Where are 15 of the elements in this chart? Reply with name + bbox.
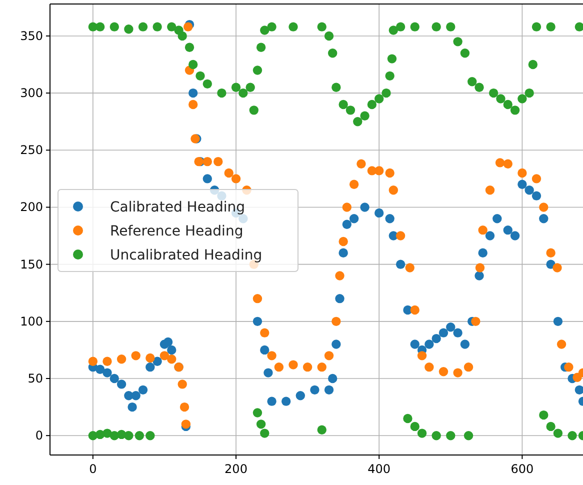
- x-tick-label: 600: [510, 462, 534, 476]
- y-tick-label: 0: [35, 428, 43, 443]
- legend-label: Uncalibrated Heading: [110, 248, 262, 264]
- legend-label: Calibrated Heading: [110, 200, 246, 216]
- x-tick-label: 0: [89, 462, 97, 476]
- y-tick-label: 50: [28, 372, 43, 386]
- y-tick-label: 150: [20, 257, 43, 272]
- y-tick-label: 100: [20, 314, 43, 328]
- legend-label: Reference Heading: [110, 224, 244, 240]
- x-tick-label: 400: [368, 462, 391, 476]
- y-tick-label: 250: [20, 143, 43, 158]
- y-tick-label: 200: [20, 200, 43, 214]
- y-tick-label: 300: [20, 86, 43, 100]
- x-tick-label: 200: [224, 462, 248, 476]
- y-tick-label: 350: [20, 28, 43, 43]
